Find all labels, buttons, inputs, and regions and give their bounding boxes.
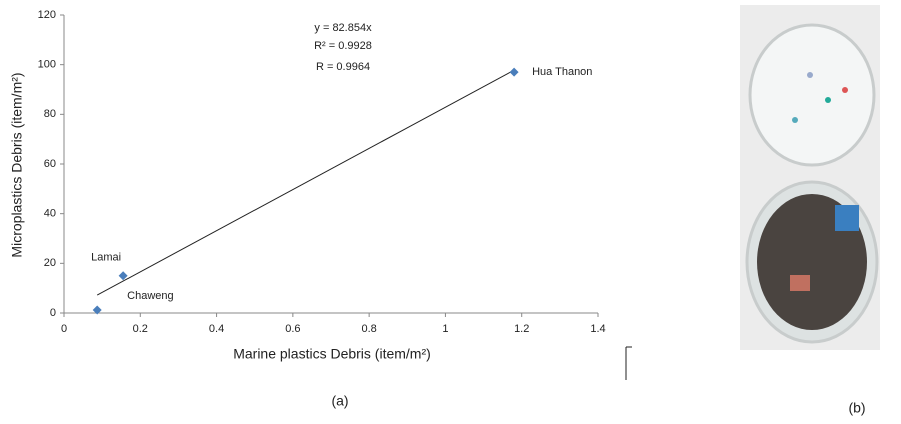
x-tick-label: 0.6 [285,323,300,335]
y-tick-label: 0 [50,307,56,319]
x-tick-label: 1 [442,323,448,335]
annotation: R² = 0.9928 [314,40,372,52]
x-axis-label: Marine plastics Debris (item/m²) [233,346,431,362]
x-tick-label: 1.2 [514,323,529,335]
point-label: Lamai [91,252,121,264]
caption: (b) [848,400,865,416]
trendline [96,69,515,296]
y-tick-label: 120 [38,9,56,21]
annotation: R = 0.9964 [316,61,370,73]
x-tick-label: 0 [61,323,67,335]
x-tick-label: 0.8 [361,323,376,335]
point [509,67,519,77]
y-axis-label: Microplastics Debris (item/m²) [9,72,25,257]
y-tick-label: 40 [44,208,56,220]
point-label: Hua Thanon [532,66,592,78]
photo [740,5,880,350]
point [118,271,128,281]
x-tick-label: 0.2 [133,323,148,335]
y-tick-label: 20 [44,257,56,269]
x-tick-label: 1.4 [590,323,605,335]
equation: y = 82.854x [314,22,372,34]
y-tick-label: 100 [38,59,56,71]
bracket [625,346,632,380]
x-tick-label: 0.4 [209,323,224,335]
point [92,305,102,315]
y-tick-label: 60 [44,158,56,170]
caption: (a) [331,393,348,409]
y-tick-label: 80 [44,108,56,120]
point-label: Chaweng [127,290,173,302]
